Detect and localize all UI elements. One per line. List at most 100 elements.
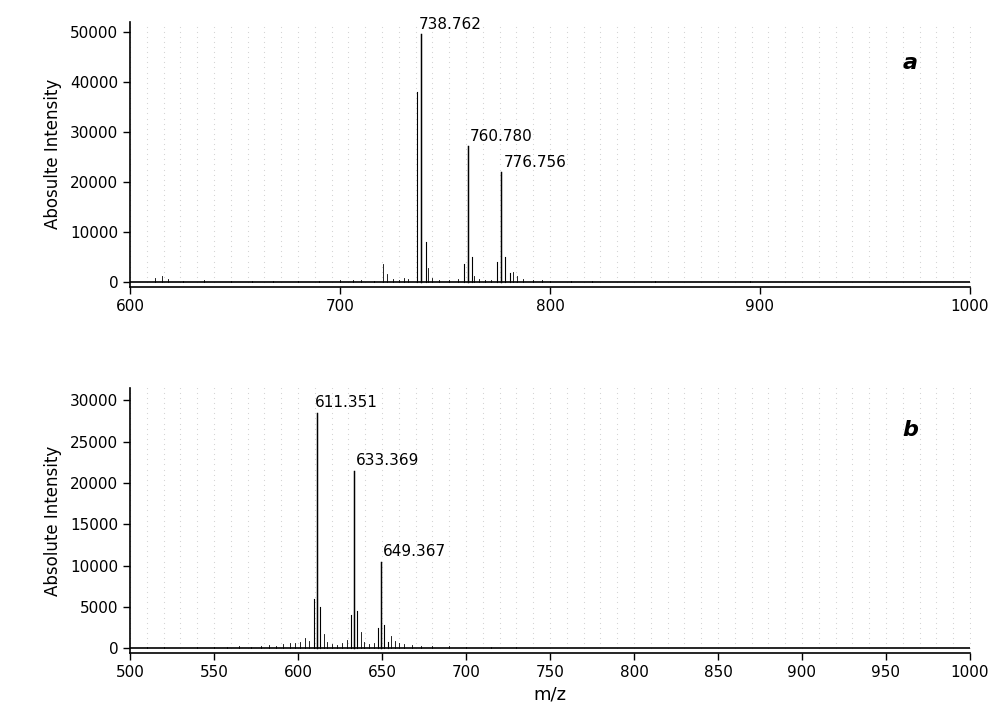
Point: [828, 205, 844, 216]
Point: [576, 57, 592, 68]
Point: [307, 536, 323, 547]
Point: [912, 382, 928, 393]
Point: [408, 438, 424, 449]
Point: [492, 52, 508, 63]
Point: [307, 134, 323, 145]
Point: [391, 623, 407, 634]
Point: [844, 16, 860, 27]
Point: [643, 271, 659, 283]
Point: [458, 428, 474, 439]
Point: [844, 21, 860, 32]
Point: [374, 413, 390, 424]
Point: [458, 164, 474, 175]
Point: [391, 52, 407, 63]
Point: [828, 428, 844, 439]
Point: [189, 210, 205, 221]
Point: [559, 638, 575, 649]
Point: [592, 387, 608, 398]
Point: [374, 397, 390, 409]
Point: [542, 256, 558, 267]
Point: [844, 230, 860, 242]
Point: [945, 433, 961, 444]
Point: [391, 108, 407, 119]
Point: [189, 200, 205, 211]
Point: [710, 236, 726, 247]
Point: [441, 87, 457, 98]
Point: [777, 397, 793, 409]
Point: [777, 93, 793, 104]
Point: [828, 180, 844, 191]
Point: [878, 128, 894, 139]
Point: [962, 536, 978, 547]
Point: [340, 154, 356, 165]
Point: [710, 408, 726, 419]
Point: [240, 26, 256, 37]
Point: [156, 82, 172, 93]
Point: [156, 541, 172, 552]
Point: [576, 474, 592, 485]
Point: [660, 397, 676, 409]
Point: [626, 128, 642, 139]
Point: [122, 67, 138, 78]
Point: [139, 628, 155, 639]
Point: [676, 113, 692, 124]
Point: [189, 428, 205, 439]
Point: [424, 108, 440, 119]
Point: [744, 546, 760, 557]
Point: [912, 169, 928, 180]
Point: [508, 633, 524, 644]
Point: [962, 220, 978, 231]
Point: [206, 16, 222, 27]
Point: [139, 62, 155, 73]
Point: [710, 47, 726, 58]
Point: [139, 200, 155, 211]
Point: [962, 241, 978, 252]
Point: [576, 561, 592, 572]
Point: [676, 108, 692, 119]
Point: [357, 251, 373, 262]
Point: [962, 418, 978, 429]
Point: [626, 266, 642, 278]
Point: [727, 169, 743, 180]
Point: [374, 520, 390, 531]
Point: [794, 236, 810, 247]
Point: [643, 617, 659, 628]
Point: [340, 397, 356, 409]
Point: [240, 561, 256, 572]
Point: [324, 495, 340, 506]
Point: [643, 607, 659, 618]
Point: [408, 246, 424, 257]
Point: [408, 428, 424, 439]
Point: [626, 251, 642, 262]
Point: [693, 474, 709, 485]
Point: [744, 72, 760, 83]
Point: [811, 113, 827, 124]
Point: [122, 190, 138, 201]
Point: [307, 556, 323, 567]
Point: [273, 134, 289, 145]
Point: [609, 180, 625, 191]
Point: [139, 443, 155, 454]
Text: 611.351: 611.351: [315, 395, 377, 410]
Point: [307, 418, 323, 429]
Point: [676, 230, 692, 242]
Point: [240, 169, 256, 180]
Point: [945, 72, 961, 83]
Point: [122, 474, 138, 485]
Point: [542, 459, 558, 470]
Point: [962, 582, 978, 593]
Point: [307, 515, 323, 526]
Point: [928, 520, 944, 531]
Point: [626, 428, 642, 439]
Point: [508, 62, 524, 73]
Point: [626, 62, 642, 73]
Point: [609, 57, 625, 68]
Point: [744, 443, 760, 454]
Point: [408, 592, 424, 603]
Point: [660, 587, 676, 598]
Point: [307, 98, 323, 109]
Point: [928, 123, 944, 134]
Point: [928, 602, 944, 613]
Point: [492, 510, 508, 521]
Point: [912, 128, 928, 139]
